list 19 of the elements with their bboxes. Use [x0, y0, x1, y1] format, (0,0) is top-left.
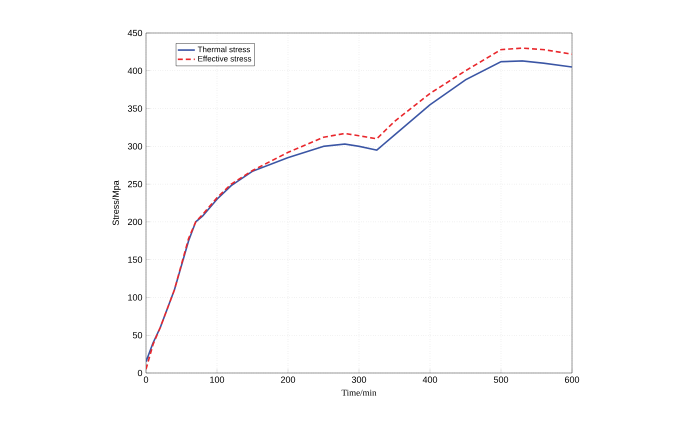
y-tick-label: 150	[128, 256, 142, 263]
y-tick-label: 450	[128, 30, 142, 36]
y-tick-label: 350	[128, 105, 142, 112]
y-axis-title: Stress/Mpa	[112, 180, 121, 226]
x-tick-label: 200	[280, 376, 296, 383]
y-tick-label: 400	[128, 68, 142, 74]
x-tick-label: 100	[210, 376, 224, 383]
x-tick-label: 400	[422, 376, 438, 383]
x-tick-label: 0	[144, 376, 148, 383]
x-tick-label: 500	[494, 376, 508, 383]
x-tick-label: 600	[564, 376, 580, 383]
y-tick-label: 200	[128, 218, 142, 226]
y-tick-label: 0	[138, 370, 142, 376]
x-tick-label: 300	[352, 376, 366, 383]
y-tick-label: 100	[128, 294, 142, 301]
y-tick-label: 250	[128, 180, 142, 188]
x-axis-title: Time/min	[342, 390, 376, 396]
y-tick-label: 300	[128, 143, 142, 150]
y-tick-label: 50	[132, 332, 142, 338]
